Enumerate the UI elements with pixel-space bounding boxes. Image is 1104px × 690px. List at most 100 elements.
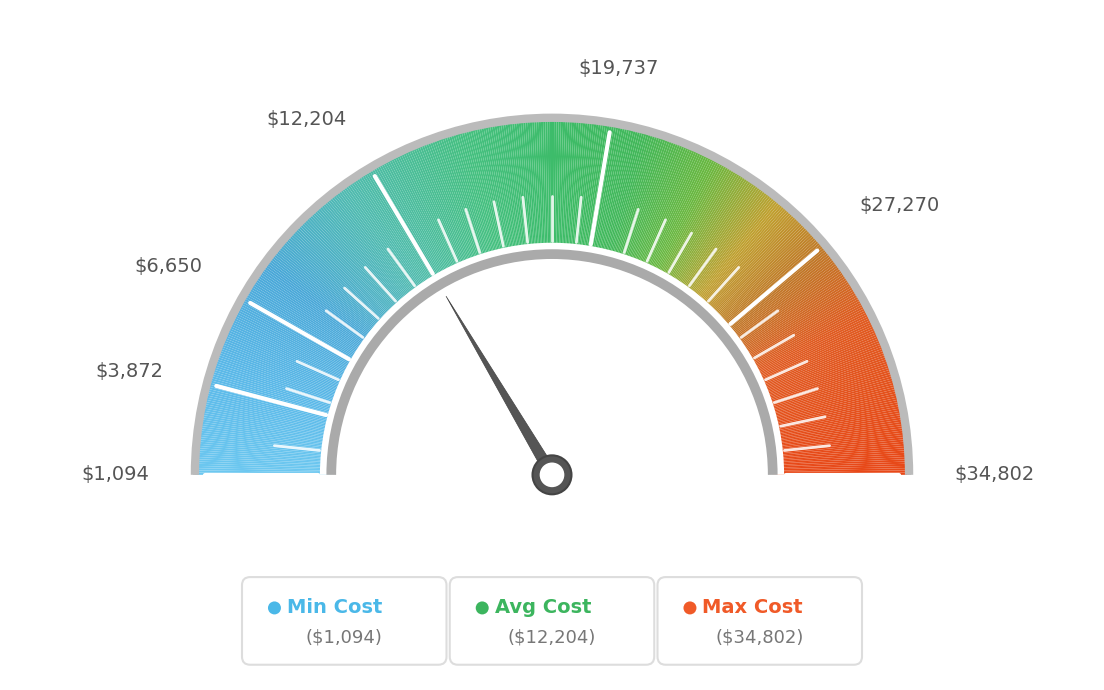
Wedge shape: [209, 375, 340, 415]
Wedge shape: [630, 141, 681, 269]
Wedge shape: [528, 119, 538, 255]
Wedge shape: [772, 450, 909, 461]
Wedge shape: [590, 123, 615, 257]
Wedge shape: [216, 350, 346, 399]
Wedge shape: [374, 164, 443, 284]
Wedge shape: [261, 267, 373, 347]
Wedge shape: [195, 448, 332, 460]
Wedge shape: [455, 130, 493, 262]
Wedge shape: [745, 301, 864, 368]
Wedge shape: [370, 166, 440, 285]
Wedge shape: [339, 187, 421, 298]
Wedge shape: [739, 284, 854, 357]
Wedge shape: [773, 464, 909, 469]
Wedge shape: [643, 149, 700, 274]
Wedge shape: [591, 124, 617, 258]
Wedge shape: [758, 350, 888, 399]
Wedge shape: [242, 297, 361, 366]
Wedge shape: [766, 388, 899, 423]
Wedge shape: [562, 118, 570, 255]
Wedge shape: [206, 382, 339, 419]
Text: ($1,094): ($1,094): [306, 628, 383, 646]
Wedge shape: [502, 121, 523, 256]
Wedge shape: [550, 118, 552, 254]
Wedge shape: [563, 118, 572, 255]
Wedge shape: [235, 308, 357, 373]
Wedge shape: [701, 212, 795, 313]
Wedge shape: [567, 119, 578, 255]
Wedge shape: [622, 136, 667, 266]
Wedge shape: [721, 246, 827, 334]
Wedge shape: [253, 278, 368, 354]
Wedge shape: [593, 124, 622, 258]
Wedge shape: [246, 289, 363, 362]
Wedge shape: [758, 348, 887, 397]
Wedge shape: [453, 131, 491, 263]
Wedge shape: [348, 181, 427, 294]
Wedge shape: [425, 141, 475, 268]
Wedge shape: [200, 413, 335, 437]
FancyBboxPatch shape: [449, 577, 655, 664]
Wedge shape: [372, 165, 442, 284]
Wedge shape: [707, 219, 803, 318]
Wedge shape: [222, 337, 349, 391]
Wedge shape: [226, 327, 351, 384]
Wedge shape: [548, 118, 551, 254]
Wedge shape: [482, 124, 511, 258]
Wedge shape: [258, 270, 371, 350]
Wedge shape: [772, 446, 909, 458]
Wedge shape: [722, 247, 828, 335]
Wedge shape: [397, 152, 458, 276]
Wedge shape: [739, 286, 856, 359]
Wedge shape: [197, 437, 332, 453]
Wedge shape: [351, 178, 429, 293]
Wedge shape: [195, 466, 331, 471]
Wedge shape: [724, 253, 832, 339]
Wedge shape: [197, 435, 332, 451]
Wedge shape: [241, 299, 360, 367]
Wedge shape: [714, 234, 817, 327]
Circle shape: [532, 455, 572, 494]
Wedge shape: [556, 118, 561, 254]
Wedge shape: [634, 143, 686, 270]
Wedge shape: [700, 210, 793, 312]
Wedge shape: [233, 313, 355, 376]
Polygon shape: [446, 296, 558, 477]
Wedge shape: [254, 276, 369, 353]
Wedge shape: [299, 221, 397, 319]
Wedge shape: [715, 235, 818, 328]
Wedge shape: [601, 126, 633, 259]
Wedge shape: [670, 173, 745, 289]
Wedge shape: [732, 268, 845, 348]
Wedge shape: [734, 274, 849, 352]
Wedge shape: [224, 331, 350, 387]
Text: $19,737: $19,737: [578, 59, 659, 78]
Wedge shape: [237, 305, 358, 371]
Wedge shape: [731, 267, 843, 347]
Wedge shape: [671, 175, 747, 290]
Wedge shape: [718, 239, 821, 330]
Wedge shape: [750, 315, 872, 377]
Wedge shape: [578, 120, 597, 256]
Wedge shape: [291, 229, 392, 324]
Wedge shape: [220, 342, 348, 393]
Wedge shape: [507, 120, 526, 256]
Wedge shape: [629, 141, 679, 268]
Wedge shape: [232, 315, 354, 377]
Wedge shape: [719, 240, 822, 331]
Wedge shape: [521, 119, 534, 255]
Wedge shape: [747, 308, 869, 373]
Wedge shape: [588, 123, 613, 257]
Wedge shape: [655, 159, 720, 280]
Wedge shape: [768, 406, 903, 433]
Wedge shape: [284, 237, 388, 329]
Wedge shape: [658, 162, 726, 282]
FancyBboxPatch shape: [242, 577, 446, 664]
Wedge shape: [772, 433, 906, 450]
Wedge shape: [765, 380, 896, 417]
Wedge shape: [654, 158, 718, 279]
Wedge shape: [765, 384, 898, 420]
Wedge shape: [688, 193, 773, 302]
Wedge shape: [364, 170, 437, 287]
Wedge shape: [555, 118, 559, 254]
